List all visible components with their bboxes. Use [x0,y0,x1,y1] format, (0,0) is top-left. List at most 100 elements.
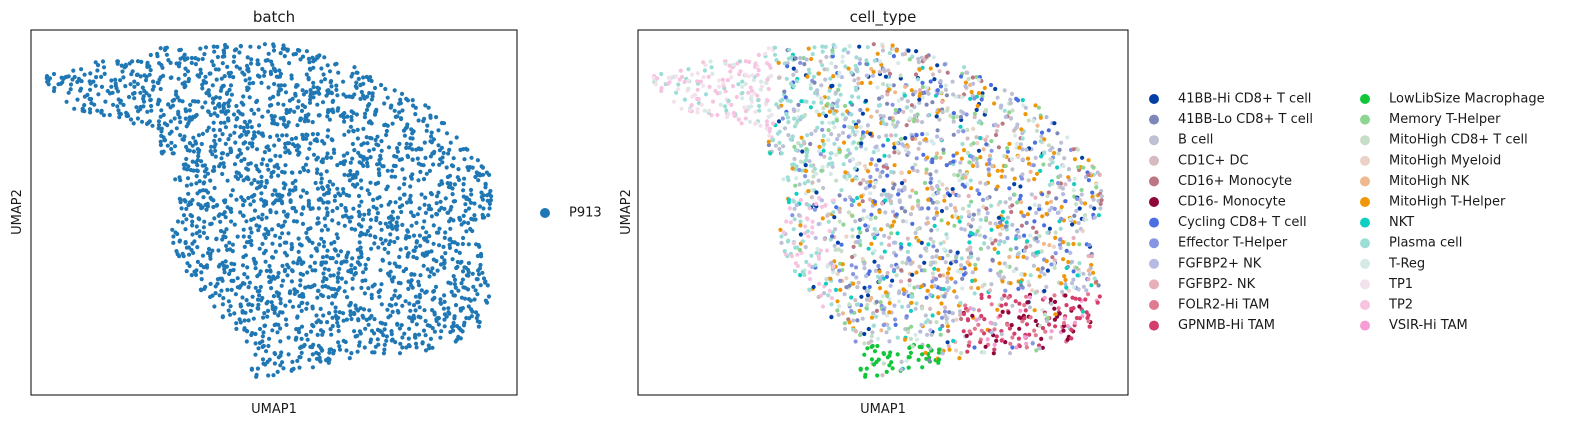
data-point [434,211,439,217]
data-point [847,43,852,49]
data-point [254,223,259,228]
data-point [483,185,488,190]
data-point [298,258,303,263]
data-point [803,245,808,250]
data-point [213,142,218,147]
data-point [355,70,360,75]
data-point [875,229,880,234]
data-point [411,213,416,218]
data-point [988,221,993,226]
data-point [743,109,749,114]
data-point [296,330,302,335]
data-point [1020,136,1025,141]
data-point [893,317,898,322]
data-point [372,282,377,287]
data-point [131,121,136,126]
data-point [695,79,700,84]
data-point [975,188,980,193]
data-point [476,268,481,273]
data-point [993,322,998,327]
data-point [779,234,784,239]
data-point [285,273,290,278]
data-point [911,119,917,124]
data-point [1057,311,1062,316]
data-point [306,284,311,289]
data-point [282,219,287,224]
data-point [285,48,290,53]
data-point [814,88,819,93]
data-point [972,326,978,331]
data-point [452,199,458,204]
data-point [428,336,433,341]
data-point [935,227,940,232]
data-point [270,192,275,197]
data-point [177,239,182,244]
data-point [890,122,896,127]
data-point [447,237,452,242]
data-point [1066,175,1071,180]
data-point [854,129,860,135]
data-point [273,351,278,357]
data-point [223,42,228,48]
data-point [421,263,426,268]
data-point [327,117,332,122]
data-point [306,77,311,82]
data-point [778,98,783,103]
data-point [907,116,913,121]
data-point [362,291,367,296]
data-point [840,54,845,59]
data-point [359,230,364,235]
axes-frame-cell-type [637,29,1129,396]
data-point [275,330,280,335]
data-point [290,142,296,147]
data-point [1025,300,1030,305]
data-point [283,90,289,95]
data-point [803,163,808,168]
data-point [466,220,471,226]
data-point [225,178,230,183]
data-point [368,233,373,238]
data-point [723,89,728,94]
data-point [961,148,967,153]
data-point [326,267,331,272]
data-point [979,292,984,297]
data-point [327,347,332,352]
data-point [706,74,711,79]
data-point [325,248,330,253]
data-point [289,137,294,142]
data-point [202,219,207,224]
data-point [1018,193,1023,198]
data-point [756,98,761,103]
data-point [798,143,804,148]
data-point [1014,246,1019,251]
data-point [1034,171,1040,176]
data-point [914,156,919,161]
data-point [398,116,404,121]
data-point [383,322,388,327]
data-point [799,135,804,140]
data-point [968,82,973,87]
data-point [939,315,945,320]
data-point [422,202,427,207]
data-point [463,265,468,270]
data-point [894,212,899,217]
data-point [1087,324,1092,329]
data-point [380,241,385,246]
data-point [356,209,361,214]
data-point [814,190,819,195]
data-point [957,178,962,183]
data-point [1014,141,1020,146]
data-point [297,355,302,360]
data-point [793,148,799,153]
data-point [1046,143,1051,148]
data-point [1028,243,1033,248]
data-point [738,69,743,74]
data-point [225,152,230,157]
data-point [951,115,956,120]
data-point [804,147,809,152]
data-point [253,261,258,266]
data-point [1060,186,1065,191]
data-point [913,89,918,94]
data-point [831,198,836,203]
data-point [263,226,268,232]
